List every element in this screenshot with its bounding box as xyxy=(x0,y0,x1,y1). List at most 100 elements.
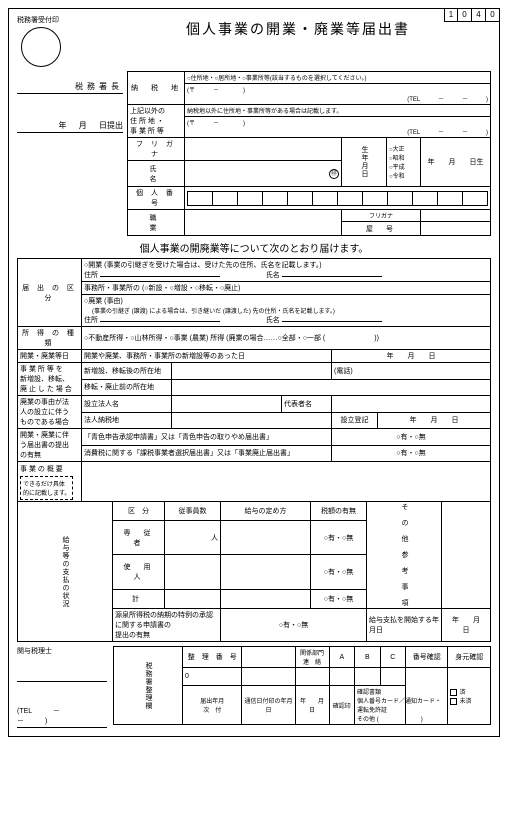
furigana-input[interactable] xyxy=(185,138,342,161)
taxpayer-table: 納 税 地 ○住所地・○居所地・○事業所等(該当するものを選択してください。) … xyxy=(127,71,491,236)
mynumber-input[interactable] xyxy=(185,187,491,210)
pay-col-2: 従事員数 xyxy=(165,502,221,521)
corp-name-input[interactable] xyxy=(172,396,282,413)
pay-r1-count[interactable]: 人 xyxy=(165,521,221,555)
accountant-label: 関与税理士 xyxy=(17,646,107,656)
occupation-input[interactable] xyxy=(185,210,342,236)
corp-taxplace-label: 法人納税地 xyxy=(82,412,172,429)
tradename-label: 屋 号 xyxy=(342,222,421,236)
tradename-furi-input[interactable] xyxy=(421,210,491,222)
name-input[interactable]: ㊞ xyxy=(185,161,342,187)
newoffice-label: 事 業 所 等 を 新増設、移転、 廃 止 し た 場 合 xyxy=(18,363,82,396)
pay-col-4: 税額の有無 xyxy=(311,502,367,521)
form-code-digit: 0 xyxy=(458,8,472,22)
accountant-name[interactable] xyxy=(17,680,107,682)
pay-table: 給与等の支払の状況 区 分 従事員数 給与の定め方 税額の有無 そ の 他 参 … xyxy=(17,501,491,642)
opendate-label: 開業・廃業等日 xyxy=(18,350,82,363)
outline-input[interactable] xyxy=(82,462,491,502)
income-type-value[interactable]: ○不動産所得・○山林所得・○事業 (農業) 所得 (廃業の場合……○全部・○一部… xyxy=(82,327,491,350)
dept-label: 関係部門 連 絡 xyxy=(295,647,329,668)
subheading: 個人事業の開廃業等について次のとおり届けます。 xyxy=(17,240,491,255)
newoffice-r2-input[interactable] xyxy=(172,379,491,396)
pay-side-label: 給与等の支払の状況 xyxy=(18,502,113,642)
paystart-date[interactable]: 年 月 日 xyxy=(442,609,491,642)
other-addr-note: 納税地以外に住所地・事業所等がある場合は記載します。 xyxy=(185,105,491,117)
blue-r1-yn[interactable]: ○有・○無 xyxy=(332,429,491,446)
classification-open[interactable]: ○開業 (事業の引継ぎを受けた場合は、受けた先の住所、氏名を記載します。) 住所… xyxy=(82,259,491,282)
pay-r1-yn[interactable]: ○有・○無 xyxy=(311,521,367,555)
accountant-tel[interactable]: (TEL － － ) xyxy=(17,706,107,728)
pay-r1-method[interactable] xyxy=(221,521,311,555)
newoffice-tel[interactable]: (電話) xyxy=(332,363,491,380)
bango-confirm: 番号確認 xyxy=(406,647,448,668)
newoffice-r1-label: 新増設、移転後の所在地 xyxy=(82,363,172,380)
stamp-label: 税務署受付印 xyxy=(17,15,105,25)
tax-place-input[interactable]: (〒 － ) (TEL － － ) xyxy=(185,84,491,105)
withhold-yn[interactable]: ○有・○無 xyxy=(221,609,367,642)
paper-label: 届出年月 次 付 xyxy=(183,686,242,725)
tradename-furi-label: フリガナ xyxy=(342,210,421,222)
stampdate-input[interactable]: 年 月 日 xyxy=(295,686,329,725)
corp-rep-label: 代表者名 xyxy=(282,396,332,413)
dob-input[interactable]: 年 月 日生 xyxy=(421,138,491,187)
id-check[interactable]: 済 未済 xyxy=(448,668,491,725)
form-code-digit: 4 xyxy=(472,8,486,22)
office-use-side: 税務署整理欄 xyxy=(114,647,183,725)
mynumber-label: 個 人 番 号 xyxy=(128,187,185,210)
pay-r2-label: 使 用 人 xyxy=(113,555,165,589)
office-use-table: 税務署整理欄 整 理 番 号 関係部門 連 絡 A B C 番号確認 身元確認 … xyxy=(113,646,491,725)
opendate-input[interactable]: 年 月 日 xyxy=(332,350,491,363)
blue-r2: 消費税に関する「課税事業者選択届出書」又は「事業廃止届出書」 xyxy=(82,445,332,462)
seiri-input[interactable] xyxy=(242,647,295,668)
era-select[interactable]: ○大正 ○昭和 ○平成 ○令和 xyxy=(387,138,421,187)
confirmseal-label: 確認印 xyxy=(329,686,354,725)
outline-label: 事 業 の 概 要 できるだけ具体 的に記載します。 xyxy=(18,462,82,502)
pay-col-3: 給与の定め方 xyxy=(221,502,311,521)
tradename-input[interactable] xyxy=(421,222,491,236)
col-c: C xyxy=(380,647,405,668)
other-addr-input[interactable]: (〒 － ) (TEL － － ) xyxy=(185,117,491,138)
pay-r2-count[interactable] xyxy=(165,555,221,589)
corp-taxplace-input[interactable] xyxy=(172,412,332,429)
pay-r3-method[interactable] xyxy=(221,589,311,608)
pay-col-1: 区 分 xyxy=(113,502,165,521)
opendate-desc: 開業や廃業、事務所・事業所の新増設等のあった日 xyxy=(82,350,332,363)
receipt-stamp-circle xyxy=(21,27,61,67)
main-form-table: 届 出 の 区 分 ○開業 (事業の引継ぎを受けた場合は、受けた先の住所、氏名を… xyxy=(17,258,491,502)
tax-place-note: ○住所地・○居所地・○事業所等(該当するものを選択してください。) xyxy=(185,72,491,84)
pay-r2-method[interactable] xyxy=(221,555,311,589)
blue-r2-yn[interactable]: ○有・○無 xyxy=(332,445,491,462)
id-confirm: 身元確認 xyxy=(448,647,491,668)
withhold-label: 源泉所得税の納期の特例の承認に関する申請書の 提出の有無 xyxy=(113,609,221,642)
seiri-label: 整 理 番 号 xyxy=(183,647,242,668)
newoffice-r1-input[interactable] xyxy=(172,363,332,380)
submission-date[interactable]: 年 月 日提出 xyxy=(17,120,123,133)
pay-r3-count[interactable] xyxy=(165,589,221,608)
corp-reg-date[interactable]: 年 月 日 xyxy=(378,412,491,429)
classification-office[interactable]: 事務所・事業所の (○新設・○増設・○移転・○廃止) xyxy=(82,282,491,295)
newoffice-r2-label: 移転・廃止前の所在地 xyxy=(82,379,172,396)
col-a: A xyxy=(329,647,354,668)
corp-label: 廃業の事由が法 人の設立に伴う ものである場合 xyxy=(18,396,82,429)
blue-label: 開業・廃業に伴 う届出書の提出 の有無 xyxy=(18,429,82,462)
pay-r1-label: 専 従 者 xyxy=(113,521,165,555)
corp-rep-input[interactable] xyxy=(332,396,491,413)
furigana-label: フ リ ガ ナ xyxy=(128,138,185,161)
pay-other-input[interactable] xyxy=(442,502,491,609)
name-label: 氏 名 xyxy=(128,161,185,187)
paystart-label: 給与支払を開始する年月日 xyxy=(367,609,442,642)
pay-r3-label: 計 xyxy=(113,589,165,608)
col-b: B xyxy=(355,647,380,668)
page-title: 個人事業の開業・廃業等届出書 xyxy=(105,19,491,39)
docs-list: 確認書類 個人番号カード／通知カード・運転免許証 その他 ( ) xyxy=(355,686,448,725)
income-type-label: 所 得 の 種 類 xyxy=(18,327,82,350)
classification-label: 届 出 の 区 分 xyxy=(18,259,82,327)
seal-mark: ㊞ xyxy=(329,169,339,179)
tax-place-label: 納 税 地 xyxy=(128,72,185,105)
classification-close[interactable]: ○廃業 (事由) (事業の引継ぎ (譲渡) による場合は、引き継いだ (譲渡した… xyxy=(82,295,491,327)
dob-label: 生年月日 xyxy=(342,138,387,187)
pay-r3-yn[interactable]: ○有・○無 xyxy=(311,589,367,608)
pay-r2-yn[interactable]: ○有・○無 xyxy=(311,555,367,589)
pay-col-5: そ の 他 参 考 事 項 xyxy=(367,502,442,609)
tax-office-head: 税務署長 xyxy=(17,81,123,94)
